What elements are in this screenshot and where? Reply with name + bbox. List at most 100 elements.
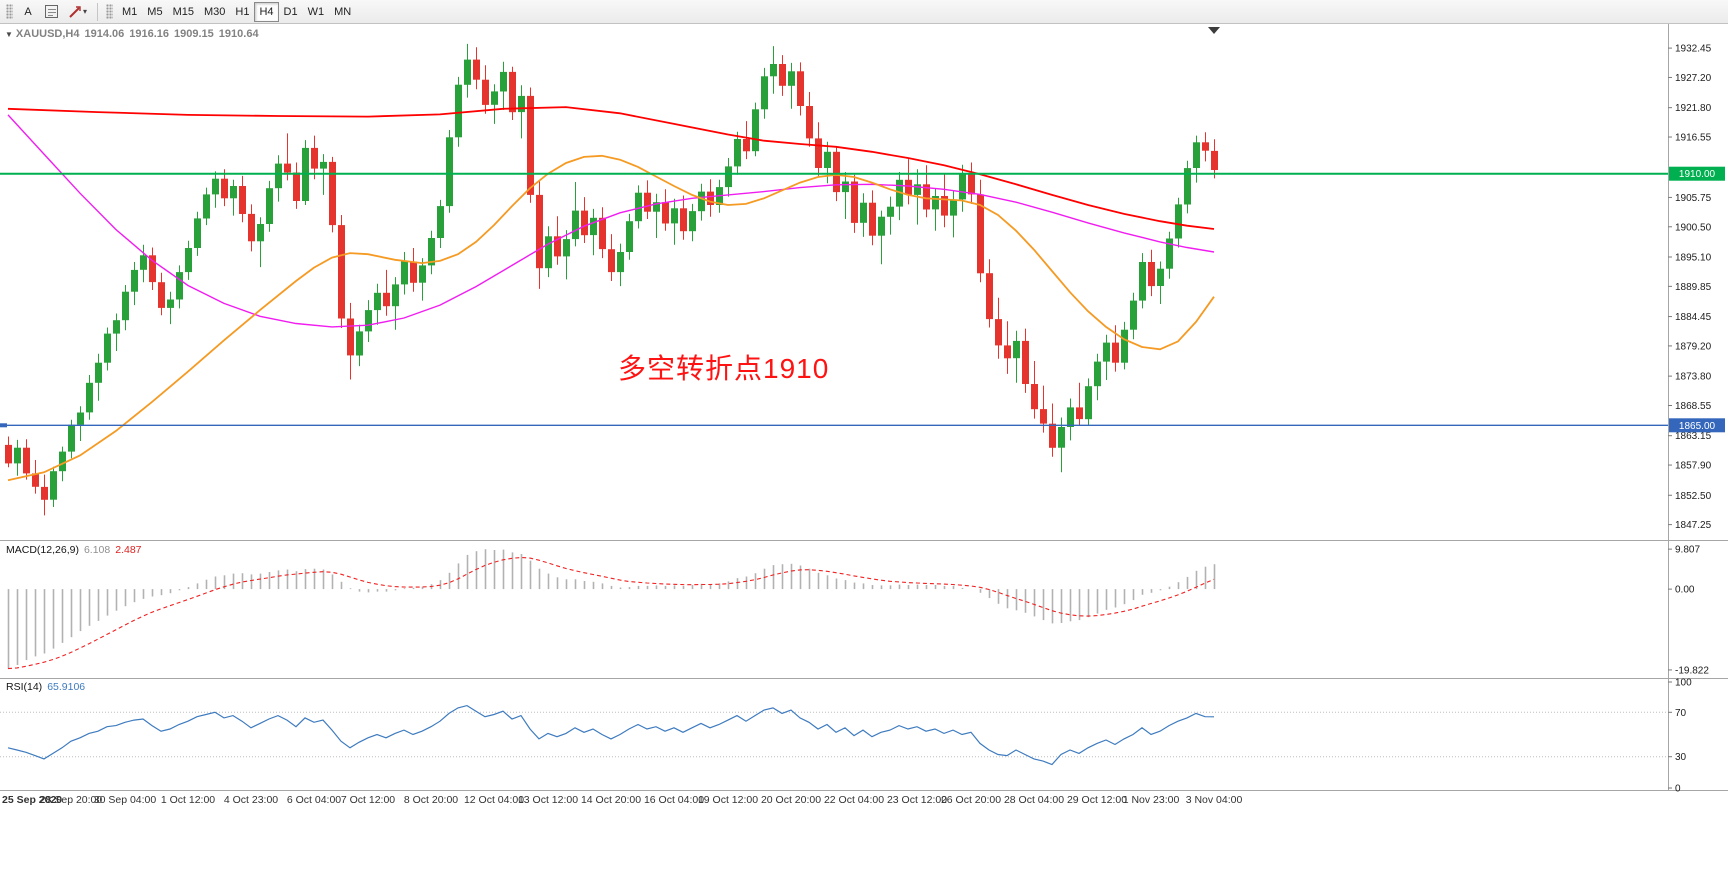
candle-bull — [131, 269, 138, 292]
candle-bull — [320, 161, 327, 169]
timeframe-d1-button[interactable]: D1 — [279, 2, 303, 22]
trendline-icon — [69, 5, 81, 18]
candle-bear — [509, 71, 516, 113]
candle-bull — [752, 109, 759, 152]
candle-bull — [572, 210, 579, 240]
candle-bull — [1184, 168, 1191, 205]
candle-bear — [1004, 345, 1011, 359]
time-axis-label: 4 Oct 23:00 — [224, 794, 278, 806]
toolbar-separator — [97, 2, 99, 21]
price-badge-label: 1865.00 — [1679, 421, 1716, 432]
axis-label: 1868.55 — [1675, 401, 1712, 412]
time-axis-label: 13 Oct 12:00 — [518, 794, 578, 806]
price-badge — [1669, 166, 1725, 181]
timeframe-m15-button[interactable]: M15 — [168, 2, 199, 22]
candle-bear — [608, 249, 615, 273]
candle-bear — [311, 147, 318, 169]
timeframe-m5-button[interactable]: M5 — [142, 2, 167, 22]
candle-bull — [401, 261, 408, 285]
axis-label: 100 — [1675, 678, 1692, 689]
time-axis-label: 20 Oct 20:00 — [761, 794, 821, 806]
candle-bear — [383, 292, 390, 307]
axis-label: 1932.45 — [1675, 44, 1712, 55]
candle-bear — [968, 173, 975, 195]
timeframe-m1-button[interactable]: M1 — [117, 2, 142, 22]
candle-bear — [743, 139, 750, 152]
candle-bull — [464, 59, 471, 85]
candle-bull — [212, 178, 219, 195]
candle-bear — [482, 79, 489, 105]
text-label-button[interactable]: A — [17, 2, 39, 22]
timeframe-w1-button[interactable]: W1 — [303, 2, 330, 22]
time-axis-label: 12 Oct 04:00 — [464, 794, 524, 806]
candle-bear — [923, 184, 930, 210]
candle-bull — [185, 248, 192, 273]
time-axis-label: 1 Oct 12:00 — [161, 794, 215, 806]
candle-bull — [500, 71, 507, 92]
candle-bear — [284, 163, 291, 173]
candle-bear — [473, 59, 480, 80]
axis-label: 0 — [1675, 784, 1681, 795]
candle-bull — [50, 471, 57, 500]
candle-bear — [149, 255, 156, 283]
toolbar-grip[interactable] — [6, 4, 13, 19]
candle-bull — [392, 284, 399, 307]
candle-bear — [779, 64, 786, 86]
candle-bull — [194, 218, 201, 248]
candle-bear — [41, 486, 48, 500]
timeframe-m30-button[interactable]: M30 — [199, 2, 230, 22]
candle-bull — [1067, 407, 1074, 427]
candle-bear — [1040, 409, 1047, 424]
candle-bear — [32, 473, 39, 487]
time-axis-label: 23 Oct 12:00 — [887, 794, 947, 806]
candle-bull — [1130, 300, 1137, 330]
candle-bear — [329, 161, 336, 226]
axis-label: 1873.80 — [1675, 372, 1712, 383]
candle-bull — [734, 139, 741, 167]
candle-bear — [806, 106, 813, 139]
time-axis-label: 8 Oct 20:00 — [404, 794, 458, 806]
chart-canvas[interactable]: 1932.45 1927.20 1921.80 1916.55 1905.75 1900.… — [0, 24, 1728, 890]
text-box-button[interactable] — [40, 2, 63, 22]
candle-bear — [995, 319, 1002, 346]
candle-bear — [662, 202, 669, 224]
time-axis-label: 14 Oct 20:00 — [581, 794, 641, 806]
candle-bear — [1076, 407, 1083, 420]
candle-bull — [932, 196, 939, 210]
timeframe-h4-button[interactable]: H4 — [254, 1, 279, 22]
candle-bull — [275, 163, 282, 189]
timeframe-mn-button[interactable]: MN — [329, 2, 356, 22]
candle-bull — [1175, 204, 1182, 239]
toolbar-grip[interactable] — [106, 4, 114, 19]
candle-bull — [1193, 142, 1200, 168]
chart-shift-marker[interactable] — [1208, 27, 1220, 34]
axis-label: 1847.25 — [1675, 520, 1712, 531]
rsi-line — [7, 704, 1215, 766]
ma-slow-red — [7, 106, 1215, 230]
candle-bull — [653, 202, 660, 212]
candle-bull — [563, 239, 570, 257]
candle-bear — [851, 181, 858, 223]
time-axis-label: 28 Sep 20:00 — [40, 794, 103, 806]
axis-label: 1889.85 — [1675, 282, 1712, 293]
time-axis-label: 26 Oct 20:00 — [941, 794, 1001, 806]
candle-bear — [581, 210, 588, 236]
toolbar: A ▾ M1 M5 M15 M30 H1 H4 D1 W1 MN — [0, 0, 1728, 24]
candle-bear — [986, 273, 993, 320]
candle-bull — [725, 166, 732, 188]
candle-bear — [554, 236, 561, 257]
chart-area[interactable]: 1932.45 1927.20 1921.80 1916.55 1905.75 1900.… — [0, 24, 1728, 890]
hline-left-marker — [0, 423, 7, 428]
candle-bull — [671, 208, 678, 224]
timeframe-h1-button[interactable]: H1 — [230, 2, 254, 22]
candle-bull — [545, 236, 552, 269]
chevron-down-icon: ▾ — [83, 7, 88, 16]
candle-bull — [914, 184, 921, 195]
time-axis-label: 16 Oct 04:00 — [644, 794, 704, 806]
time-axis-label: 22 Oct 04:00 — [824, 794, 884, 806]
candle-bull — [1058, 427, 1065, 448]
candle-bull — [1094, 361, 1101, 387]
candle-bull — [698, 191, 705, 212]
drawing-tools-button[interactable]: ▾ — [64, 2, 92, 22]
candle-bear — [347, 318, 354, 356]
